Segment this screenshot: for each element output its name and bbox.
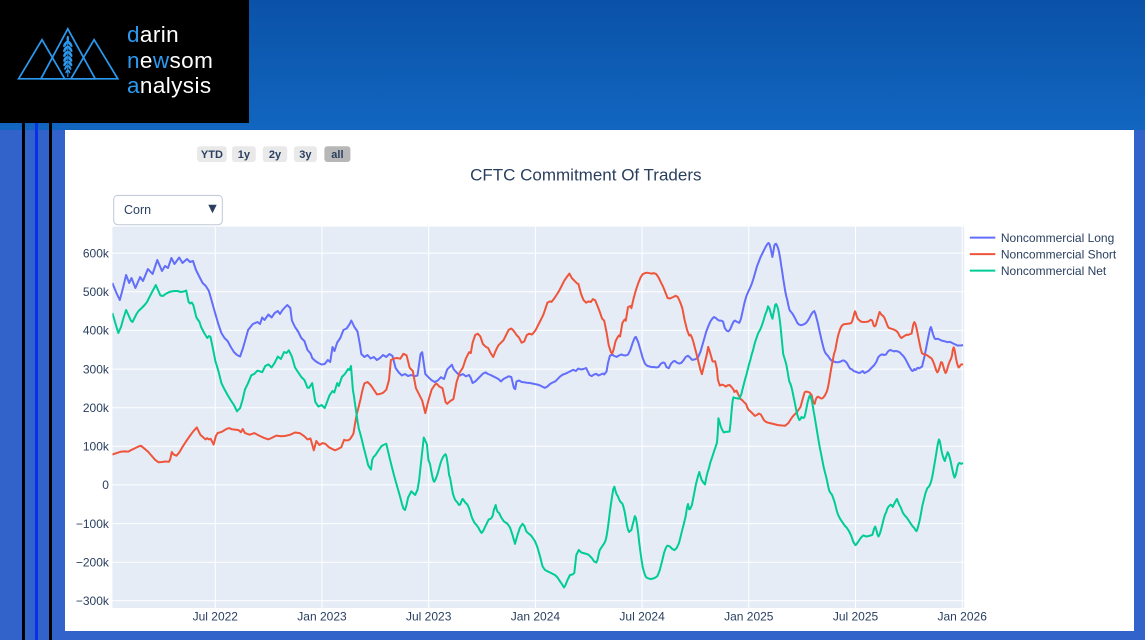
svg-text:Jul 2023: Jul 2023 xyxy=(406,610,452,624)
svg-text:Jan 2024: Jan 2024 xyxy=(511,610,561,624)
svg-text:Jan 2023: Jan 2023 xyxy=(297,610,347,624)
svg-text:−200k: −200k xyxy=(76,555,110,569)
svg-text:Noncommercial Short: Noncommercial Short xyxy=(1001,247,1117,261)
svg-text:500k: 500k xyxy=(83,285,110,299)
svg-text:Noncommercial Net: Noncommercial Net xyxy=(1001,264,1107,278)
svg-text:2y: 2y xyxy=(269,149,282,161)
svg-text:−300k: −300k xyxy=(76,594,110,608)
svg-text:−100k: −100k xyxy=(76,517,110,531)
svg-text:600k: 600k xyxy=(83,246,110,260)
svg-text:YTD: YTD xyxy=(201,149,223,161)
svg-text:Jul 2022: Jul 2022 xyxy=(193,610,239,624)
svg-text:all: all xyxy=(331,149,343,161)
svg-text:Jul 2024: Jul 2024 xyxy=(619,610,665,624)
svg-text:1y: 1y xyxy=(238,149,251,161)
svg-text:300k: 300k xyxy=(83,362,110,376)
svg-text:Corn: Corn xyxy=(124,203,151,217)
svg-text:Jul 2025: Jul 2025 xyxy=(833,610,879,624)
svg-text:Noncommercial Long: Noncommercial Long xyxy=(1001,231,1114,245)
svg-text:Jan 2026: Jan 2026 xyxy=(938,610,988,624)
svg-text:200k: 200k xyxy=(83,401,110,415)
svg-text:0: 0 xyxy=(102,478,109,492)
svg-text:3y: 3y xyxy=(299,149,312,161)
svg-text:100k: 100k xyxy=(83,440,110,454)
svg-text:400k: 400k xyxy=(83,324,110,338)
svg-text:CFTC Commitment Of Traders: CFTC Commitment Of Traders xyxy=(470,165,701,184)
svg-text:Jan 2025: Jan 2025 xyxy=(724,610,774,624)
